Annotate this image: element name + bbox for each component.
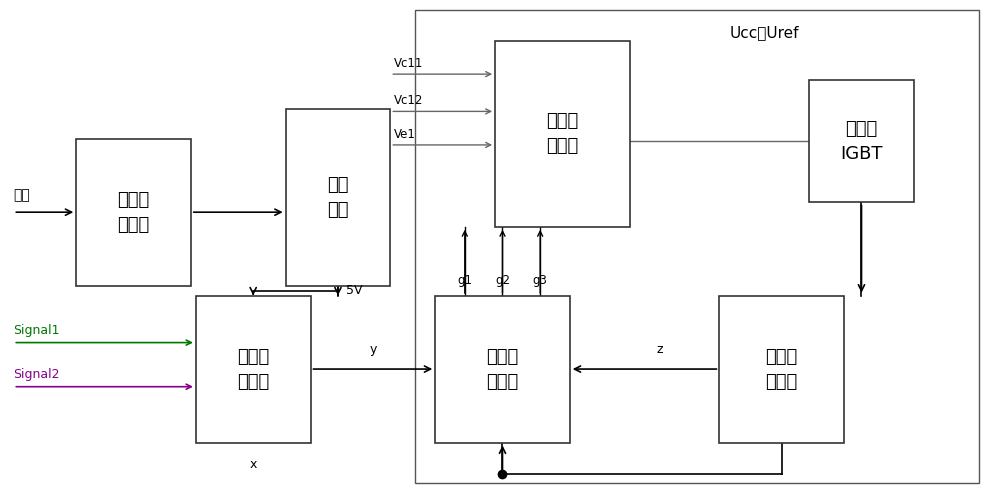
Text: Vc11: Vc11	[394, 57, 424, 70]
Text: 电源
模块: 电源 模块	[327, 176, 349, 219]
Bar	[286, 109, 390, 286]
Text: Signal1: Signal1	[13, 324, 60, 337]
Bar	[415, 10, 979, 483]
Text: y: y	[369, 343, 377, 356]
Text: 输入隔
离单元: 输入隔 离单元	[117, 191, 150, 234]
Text: 光耦隔
离单元: 光耦隔 离单元	[237, 348, 269, 390]
Bar	[435, 295, 570, 443]
Bar	[809, 80, 914, 203]
Text: 被驱动
IGBT: 被驱动 IGBT	[840, 120, 883, 163]
Text: Signal2: Signal2	[13, 368, 60, 381]
Bar	[495, 40, 630, 227]
Text: Ucc和Uref: Ucc和Uref	[730, 25, 799, 40]
Bar	[719, 295, 844, 443]
Text: 故障检
测模块: 故障检 测模块	[766, 348, 798, 390]
Text: g1: g1	[457, 274, 472, 287]
Bar	[76, 139, 191, 286]
Text: g3: g3	[533, 274, 548, 287]
Bar	[196, 295, 311, 443]
Text: 电源: 电源	[13, 188, 30, 202]
Text: 信号处
理模块: 信号处 理模块	[486, 348, 519, 390]
Text: Vc12: Vc12	[394, 94, 424, 107]
Text: Ve1: Ve1	[394, 128, 416, 141]
Text: g2: g2	[495, 274, 510, 287]
Text: x: x	[250, 458, 257, 471]
Text: 功率放
大模块: 功率放 大模块	[546, 112, 578, 155]
Text: 5V: 5V	[346, 284, 362, 297]
Text: z: z	[656, 343, 663, 356]
